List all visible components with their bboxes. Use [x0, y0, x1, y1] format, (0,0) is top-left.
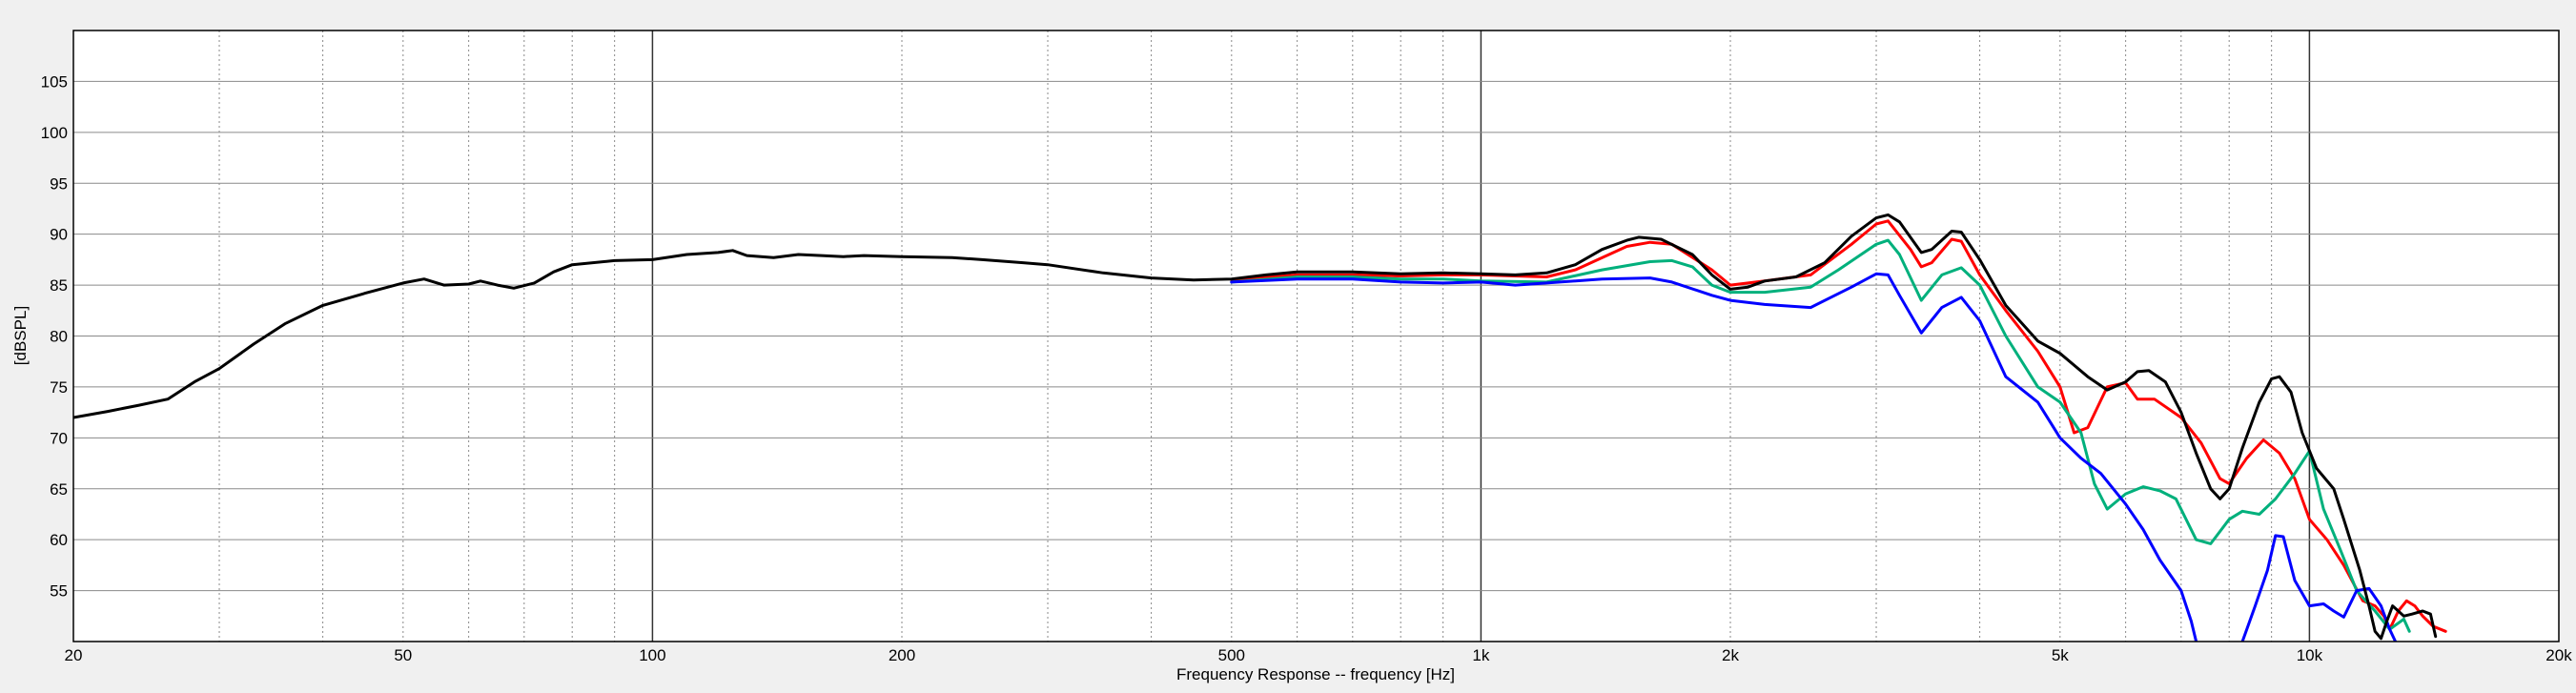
x-tick-label: 50 — [394, 646, 412, 664]
x-tick-label: 500 — [1218, 646, 1245, 664]
y-tick-labels: 55 60 65 70 75 80 85 90 95 100 105 — [41, 72, 68, 600]
x-tick-label: 5k — [2052, 646, 2069, 664]
plot-frame — [72, 30, 2560, 642]
x-tick-label: 200 — [889, 646, 915, 664]
y-tick-label: 55 — [50, 582, 68, 601]
y-tick-label: 60 — [50, 531, 68, 549]
y-tick-label: 65 — [50, 480, 68, 499]
series-line-1 — [73, 213, 2438, 641]
x-tick-label: 1k — [1472, 646, 1489, 664]
y-tick-label: 95 — [50, 174, 68, 193]
y-tick-label: 80 — [50, 328, 68, 346]
y-tick-label: 100 — [41, 124, 68, 142]
x-tick-label: 10k — [2297, 646, 2323, 664]
horizontal-gridlines — [73, 80, 2559, 592]
x-tick-labels: 20 50 100 200 500 1k 2k 5k 10k 20k — [65, 646, 2573, 664]
y-tick-label: 90 — [50, 226, 68, 244]
y-tick-label: 70 — [50, 429, 68, 447]
series-layer — [73, 213, 2447, 642]
x-tick-label: 20k — [2545, 646, 2572, 664]
x-tick-label: 20 — [65, 646, 83, 664]
x-axis-title: Frequency Response -- frequency [Hz] — [1176, 665, 1455, 683]
series-line-2 — [1230, 219, 2447, 633]
y-axis-title: [dBSPL] — [11, 306, 30, 365]
x-tick-label: 100 — [639, 646, 665, 664]
series-line-3 — [1230, 238, 2411, 633]
series-line-4 — [1230, 272, 2398, 642]
x-tick-label: 2k — [1722, 646, 1739, 664]
y-tick-label: 85 — [50, 276, 68, 295]
y-tick-label: 105 — [41, 72, 68, 91]
y-tick-label: 75 — [50, 378, 68, 397]
